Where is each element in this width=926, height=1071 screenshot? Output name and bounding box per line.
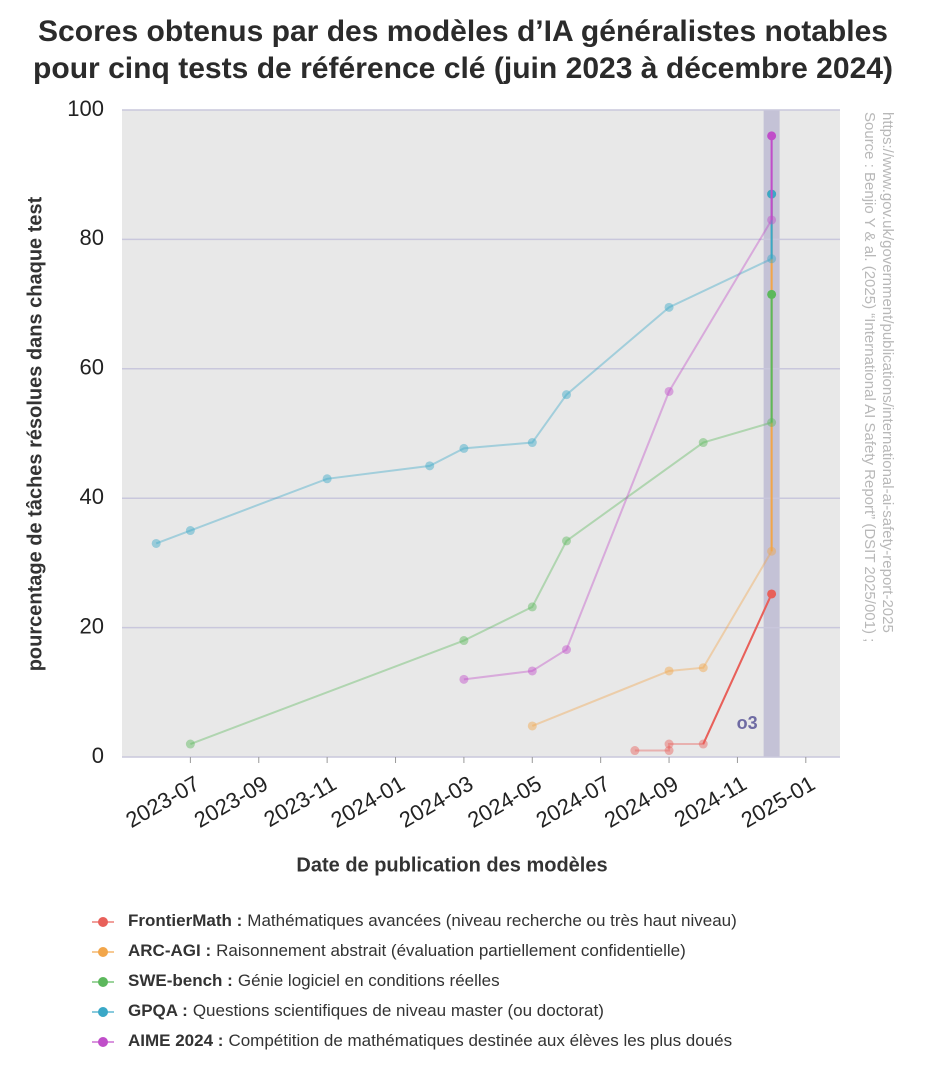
- x-tick-label: 2024-11: [670, 771, 751, 832]
- legend-entry: FrontierMath : Mathématiques avancées (ni…: [128, 911, 737, 930]
- y-tick-label: 40: [80, 484, 104, 509]
- point: [425, 461, 435, 471]
- chart-title: pour cinq tests de référence clé (juin 2…: [33, 52, 893, 85]
- legend-dot: [98, 1037, 108, 1047]
- x-tick-label: 2025-01: [737, 771, 819, 833]
- legend-dot: [98, 977, 108, 987]
- point: [698, 739, 708, 749]
- point: [459, 636, 469, 646]
- point: [185, 526, 195, 536]
- legend-name: FrontierMath :: [128, 911, 242, 930]
- point: [664, 386, 674, 396]
- annotation: o3: [737, 713, 758, 733]
- x-axis-label: Date de publication des modèles: [296, 854, 607, 876]
- point: [664, 739, 674, 749]
- y-tick-label: 0: [92, 743, 104, 768]
- point: [664, 302, 674, 312]
- point: [767, 215, 777, 225]
- x-tick-label: 2023-09: [190, 771, 272, 833]
- x-tick-label: 2024-07: [532, 771, 614, 833]
- series-line: [155, 194, 773, 545]
- point: [698, 663, 708, 673]
- y-axis-label: pourcentage de tâches résolues dans chaq…: [24, 196, 46, 671]
- point: [664, 666, 674, 676]
- y-tick-label: 80: [80, 225, 104, 250]
- x-tick-label: 2023-11: [260, 771, 341, 832]
- point: [664, 746, 674, 756]
- x-tick-label: 2023-07: [121, 771, 203, 833]
- source: https://www.gov.uk/government/publicatio…: [879, 112, 896, 633]
- legend-name: ARC-AGI :: [128, 941, 211, 960]
- point: [527, 721, 537, 731]
- point: [767, 289, 777, 299]
- point: [767, 418, 777, 428]
- legend-dot: [98, 1007, 108, 1017]
- point: [561, 536, 571, 546]
- y-tick-label: 100: [67, 96, 104, 121]
- legend-description: Compétition de mathématiques destinée au…: [228, 1031, 732, 1050]
- point: [527, 666, 537, 676]
- point: [459, 674, 469, 684]
- point: [459, 443, 469, 453]
- point: [767, 131, 777, 141]
- legend-entry: ARC-AGI : Raisonnement abstrait (évaluati…: [128, 941, 686, 960]
- legend-description: Questions scientifiques de niveau master…: [193, 1001, 604, 1020]
- point: [698, 438, 708, 448]
- legend-description: Génie logiciel en conditions réelles: [238, 971, 500, 990]
- highlight-segment: [702, 593, 773, 745]
- point: [322, 474, 332, 484]
- point: [185, 739, 195, 749]
- legend-entry: SWE-bench : Génie logiciel en conditions …: [128, 971, 500, 990]
- legend-name: AIME 2024 :: [128, 1031, 223, 1050]
- point: [527, 438, 537, 448]
- point: [767, 589, 777, 599]
- point: [767, 546, 777, 556]
- y-tick-label: 60: [80, 355, 104, 380]
- x-tick-label: 2024-01: [326, 771, 408, 833]
- point: [630, 746, 640, 756]
- point: [527, 602, 537, 612]
- legend-entry: AIME 2024 : Compétition de mathématiques …: [128, 1031, 732, 1050]
- legend-entry: GPQA : Questions scientifiques de niveau …: [128, 1001, 604, 1020]
- legend-name: GPQA :: [128, 1001, 188, 1020]
- point: [561, 390, 571, 400]
- source: Source : Benjio Y & al. (2025) “Internat…: [861, 112, 878, 642]
- x-tick-label: 2024-05: [463, 771, 545, 833]
- legend-description: Mathématiques avancées (niveau recherche…: [247, 911, 737, 930]
- legend-description: Raisonnement abstrait (évaluation partie…: [216, 941, 686, 960]
- legend-name: SWE-bench :: [128, 971, 233, 990]
- legend-dot: [98, 947, 108, 957]
- y-tick-label: 20: [80, 613, 104, 638]
- plot-area: [122, 110, 840, 757]
- point: [151, 538, 161, 548]
- point: [767, 254, 777, 264]
- x-tick-label: 2024-09: [600, 771, 682, 833]
- legend-dot: [98, 917, 108, 927]
- x-tick-label: 2024-03: [395, 771, 477, 833]
- chart-title: Scores obtenus par des modèles d’IA géné…: [38, 15, 888, 48]
- point: [561, 645, 571, 655]
